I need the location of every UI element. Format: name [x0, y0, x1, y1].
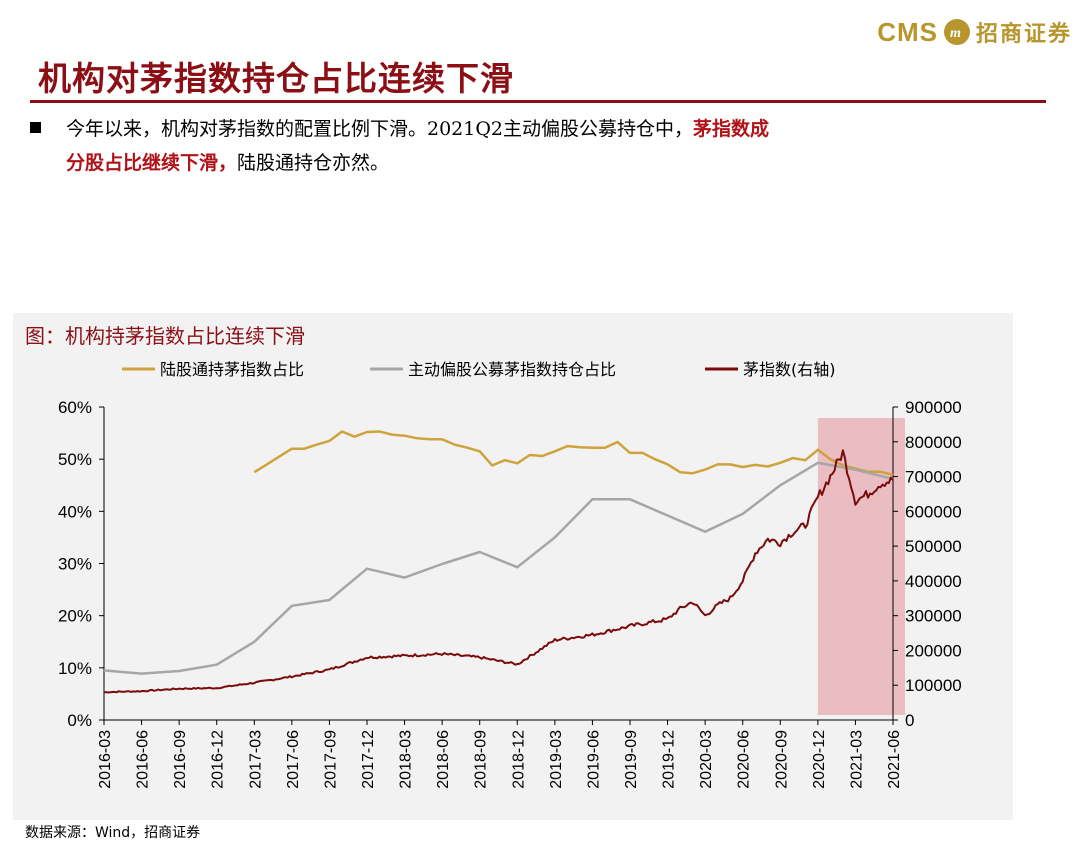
bullet-line-1: 今年以来，机构对茅指数的配置比例下滑。2021Q2主动偏股公募持仓中，茅指数成 — [66, 112, 1056, 146]
series-line-2 — [103, 449, 894, 694]
legend-label-1: 主动偏股公募茅指数持仓占比 — [408, 360, 616, 379]
x-tick-label: 2018-09 — [473, 730, 490, 789]
x-tick-label: 2021-03 — [848, 730, 865, 789]
left-tick-label: 10% — [58, 659, 92, 678]
x-tick-label: 2020-03 — [698, 730, 715, 789]
right-tick-label: 900000 — [905, 398, 962, 417]
x-tick-label: 2019-03 — [548, 730, 565, 789]
right-tick-label: 600000 — [905, 502, 962, 521]
right-tick-label: 200000 — [905, 641, 962, 660]
right-tick-label: 800000 — [905, 433, 962, 452]
data-source-note: 数据来源：Wind，招商证券 — [25, 825, 201, 841]
x-tick-label: 2016-03 — [97, 730, 114, 789]
brand-name-cn: 招商证券 — [975, 21, 1072, 47]
x-tick-label: 2016-09 — [172, 730, 189, 789]
series-line-1 — [103, 461, 894, 675]
chart-heading: 图：机构持茅指数占比连续下滑 — [25, 324, 305, 348]
right-tick-label: 500000 — [905, 537, 962, 556]
x-tick-label: 2018-03 — [398, 730, 415, 789]
right-tick-label: 0 — [905, 711, 914, 730]
highlight-region — [817, 418, 905, 715]
legend-label-0: 陆股通持茅指数占比 — [160, 360, 304, 379]
x-tick-label: 2017-12 — [360, 730, 377, 789]
bullet-text-highlight-2: 分股占比继续下滑， — [66, 152, 238, 174]
legend-label-2: 茅指数(右轴) — [743, 360, 836, 379]
right-tick-label: 700000 — [905, 468, 962, 487]
bullet-square-icon — [30, 122, 41, 133]
bullet-text-normal: 今年以来，机构对茅指数的配置比例下滑。2021Q2主动偏股公募持仓中， — [66, 118, 694, 140]
x-tick-label: 2021-06 — [886, 730, 903, 789]
left-tick-label: 30% — [58, 555, 92, 574]
right-tick-label: 100000 — [905, 676, 962, 695]
x-tick-label: 2017-03 — [247, 730, 264, 789]
x-tick-label: 2016-06 — [135, 730, 152, 789]
x-tick-label: 2020-09 — [773, 730, 790, 789]
left-tick-label: 50% — [58, 450, 92, 469]
right-tick-label: 400000 — [905, 572, 962, 591]
page-title: 机构对茅指数持仓占比连续下滑 — [38, 59, 514, 98]
bullet-line-2: 分股占比继续下滑，陆股通持仓亦然。 — [66, 146, 389, 180]
x-tick-label: 2018-12 — [510, 730, 527, 789]
svg-text:m: m — [950, 26, 961, 40]
left-tick-label: 0% — [67, 711, 92, 730]
bullet-text-highlight: 茅指数成 — [693, 118, 770, 140]
x-tick-label: 2019-09 — [623, 730, 640, 789]
brand-logo-group: CMS m 招商证券 — [877, 14, 1072, 50]
title-divider — [30, 100, 1046, 103]
brand-cms-text: CMS — [877, 16, 938, 47]
x-tick-label: 2016-12 — [210, 730, 227, 789]
x-tick-label: 2018-06 — [435, 730, 452, 789]
x-tick-label: 2019-12 — [661, 730, 678, 789]
right-tick-label: 300000 — [905, 607, 962, 626]
x-tick-label: 2017-06 — [285, 730, 302, 789]
left-tick-label: 40% — [58, 502, 92, 521]
bullet-text-normal-2: 陆股通持仓亦然。 — [237, 152, 390, 174]
x-tick-label: 2020-06 — [736, 730, 753, 789]
x-tick-label: 2017-09 — [322, 730, 339, 789]
left-tick-label: 20% — [58, 607, 92, 626]
x-tick-label: 2019-06 — [585, 730, 602, 789]
x-tick-label: 2020-12 — [811, 730, 828, 789]
cms-logo-icon: m — [943, 19, 970, 45]
left-tick-label: 60% — [58, 398, 92, 417]
series-line-0 — [253, 430, 894, 477]
